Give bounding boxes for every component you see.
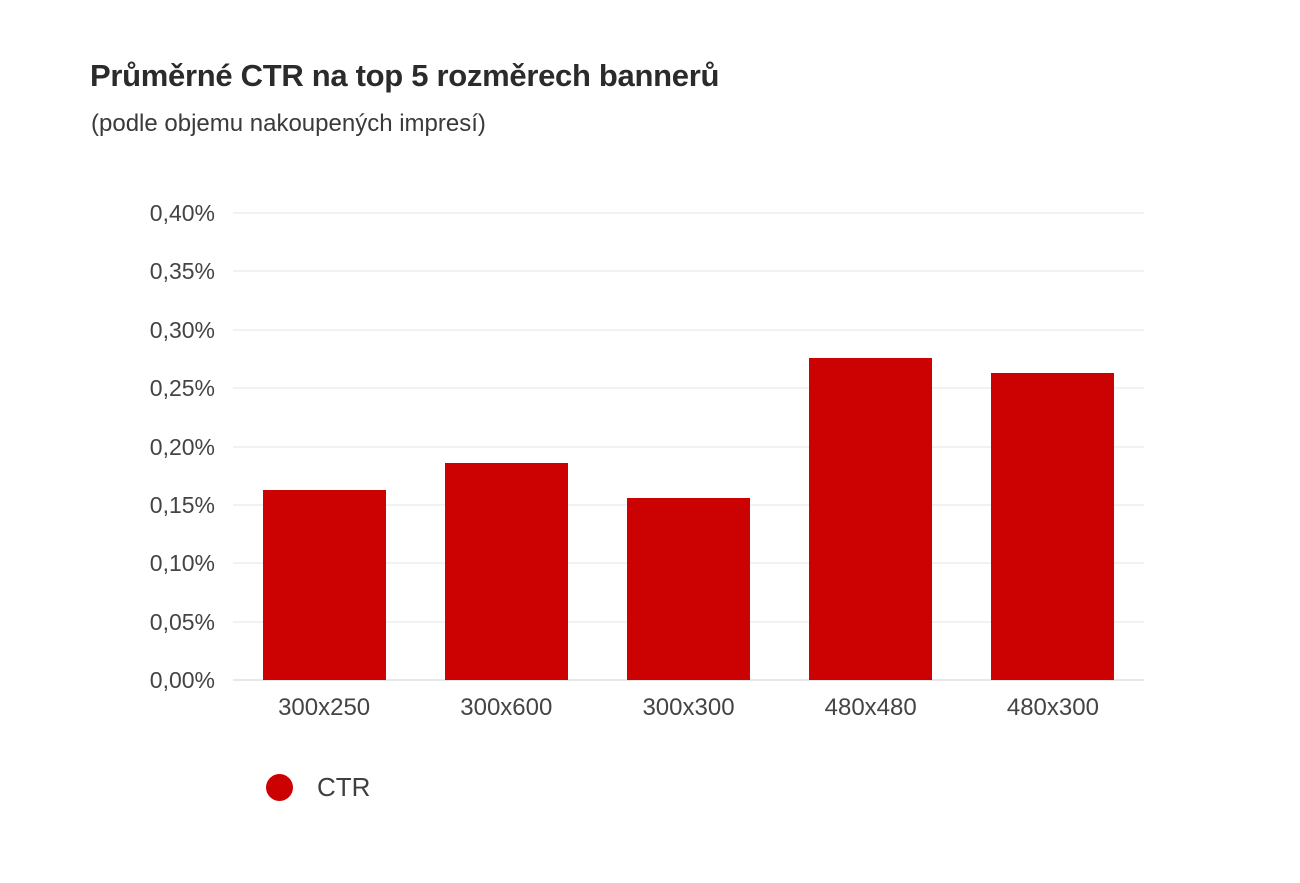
plot-area: 0,00% 0,05% 0,10% 0,15% 0,20% 0,25% 0,30% 0,35%… <box>150 200 1144 721</box>
chart-title: Průměrné CTR na top 5 rozměrech bannerů <box>90 58 720 93</box>
y-tick-label: 0,20% <box>149 433 215 460</box>
x-tick-label: 480x300 <box>1006 694 1099 721</box>
gridline <box>233 270 1144 273</box>
legend-ctr-label: CTR <box>317 772 371 802</box>
y-tick-label: 0,15% <box>149 491 215 518</box>
x-tick-label: 480x480 <box>824 694 917 721</box>
bar-480x300 <box>991 373 1115 680</box>
y-tick-label: 0,10% <box>149 550 215 577</box>
gridline <box>233 328 1144 331</box>
gridline <box>233 445 1144 448</box>
bar-480x480 <box>809 358 933 680</box>
legend-ctr-swatch-icon <box>266 774 293 801</box>
gridline <box>233 387 1144 390</box>
y-tick-label: 0,05% <box>149 608 215 635</box>
y-tick-label: 0,25% <box>149 375 215 402</box>
x-tick-label: 300x250 <box>278 694 371 721</box>
bar-300x300 <box>627 498 750 680</box>
y-tick-label: 0,35% <box>149 258 215 285</box>
gridline <box>233 212 1144 214</box>
bar-300x250 <box>262 490 386 680</box>
y-tick-label: 0,00% <box>149 667 215 693</box>
y-tick-label: 0,30% <box>149 316 215 343</box>
bar-300x600 <box>444 463 568 680</box>
gridline <box>233 679 1144 681</box>
chart-subtitle: (podle objemu nakoupených impresí) <box>91 110 486 137</box>
x-tick-label: 300x300 <box>642 694 735 721</box>
legend: CTR <box>266 772 370 803</box>
x-tick-label: 300x600 <box>460 694 553 721</box>
y-tick-label: 0,40% <box>149 200 215 226</box>
